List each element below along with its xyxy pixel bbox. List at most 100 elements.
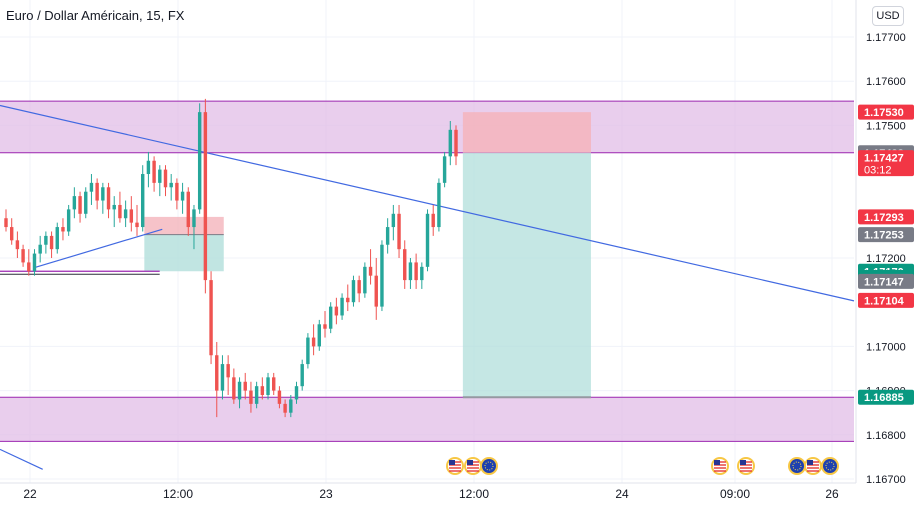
candle [266, 372, 270, 400]
event-flag-canton [740, 460, 746, 465]
candle-body [448, 129, 453, 157]
candle [118, 191, 122, 223]
event-eu-flag-icon[interactable] [480, 457, 498, 475]
candle [431, 204, 435, 236]
trend-line[interactable] [0, 448, 43, 470]
candle-body [4, 218, 8, 228]
event-flag-canton [449, 460, 455, 465]
candle-body [357, 280, 361, 294]
candle [66, 204, 71, 236]
candle [175, 178, 179, 210]
candle-body [351, 280, 356, 303]
event-us-flag-icon[interactable] [737, 457, 755, 475]
candle [448, 120, 453, 166]
candle [38, 235, 42, 263]
trend-line[interactable] [33, 228, 163, 269]
candle-body [209, 280, 213, 356]
candle-body [425, 213, 430, 267]
candle-body [21, 249, 25, 263]
candle [215, 341, 219, 418]
candle [180, 182, 185, 214]
chart-title: Euro / Dollar Américain, 15, FX [6, 8, 185, 23]
candle [158, 165, 162, 197]
price-label: 1.17530 [858, 104, 914, 120]
candle-body [9, 227, 14, 241]
candle-body [112, 204, 116, 210]
candle [44, 231, 48, 254]
candle-body [197, 112, 202, 210]
candle [101, 182, 105, 214]
candle-body [118, 204, 122, 219]
event-us-flag-icon[interactable] [804, 457, 822, 475]
price-label-value: 1.16885 [864, 392, 904, 404]
price-label-value: 1.17530 [864, 107, 904, 119]
position-target-box [462, 152, 591, 398]
event-us-flag-icon[interactable] [711, 457, 729, 475]
candle-body [169, 182, 173, 188]
candle [391, 204, 396, 241]
candle [106, 182, 111, 219]
candle [437, 178, 441, 232]
candle-body [158, 169, 162, 183]
candle-body [334, 306, 339, 316]
candle [403, 240, 407, 289]
price-label-timer: 03:12 [864, 165, 892, 177]
time-axis [0, 483, 856, 508]
candle-body [363, 266, 367, 294]
event-us-flag-icon[interactable] [446, 457, 464, 475]
candle [152, 156, 156, 192]
candle [112, 196, 116, 228]
candle [334, 297, 339, 325]
candle [55, 222, 59, 254]
candle-body [328, 306, 333, 329]
candle [27, 249, 31, 276]
candle [146, 151, 151, 188]
candle-body [442, 156, 447, 183]
event-us-flag-icon[interactable] [464, 457, 482, 475]
candle-body [368, 266, 373, 276]
candle [163, 165, 168, 197]
candle-body [260, 386, 265, 396]
candle [300, 359, 304, 391]
price-label-box [858, 389, 914, 405]
candle-body [15, 240, 20, 250]
candle [129, 196, 134, 232]
candle-body [403, 249, 407, 281]
candle [226, 355, 230, 396]
candle [209, 271, 213, 365]
trend-line[interactable] [0, 104, 855, 302]
candle-body [232, 377, 236, 400]
resistance-zone [0, 101, 854, 153]
candle-body [294, 386, 299, 400]
candle-body [129, 209, 134, 223]
time-tick-label: 23 [319, 487, 333, 501]
candle-body [323, 324, 327, 329]
candle-body [277, 390, 282, 404]
candle-body [454, 129, 458, 157]
price-tick-label: 1.17600 [866, 76, 906, 88]
price-label-value: 1.17104 [864, 295, 905, 307]
price-tick-label: 1.16800 [866, 430, 906, 442]
candle-body [391, 213, 396, 228]
event-eu-flag-icon[interactable] [821, 457, 839, 475]
candle [61, 218, 65, 241]
time-tick-label: 12:00 [459, 487, 489, 501]
price-label-box [858, 292, 914, 308]
candle [283, 399, 287, 418]
event-eu-flag-icon[interactable] [788, 457, 806, 475]
candle-body [385, 227, 390, 245]
candle [454, 125, 458, 166]
time-tick-label: 26 [825, 487, 839, 501]
candle [363, 262, 367, 298]
candle [385, 218, 390, 254]
price-tick-label: 1.17200 [866, 253, 906, 265]
candle-body [44, 235, 48, 245]
currency-button[interactable]: USD [872, 6, 904, 26]
candle-body [89, 182, 94, 192]
candle-body [414, 262, 418, 281]
candle-body [186, 191, 190, 228]
candle [420, 262, 424, 289]
